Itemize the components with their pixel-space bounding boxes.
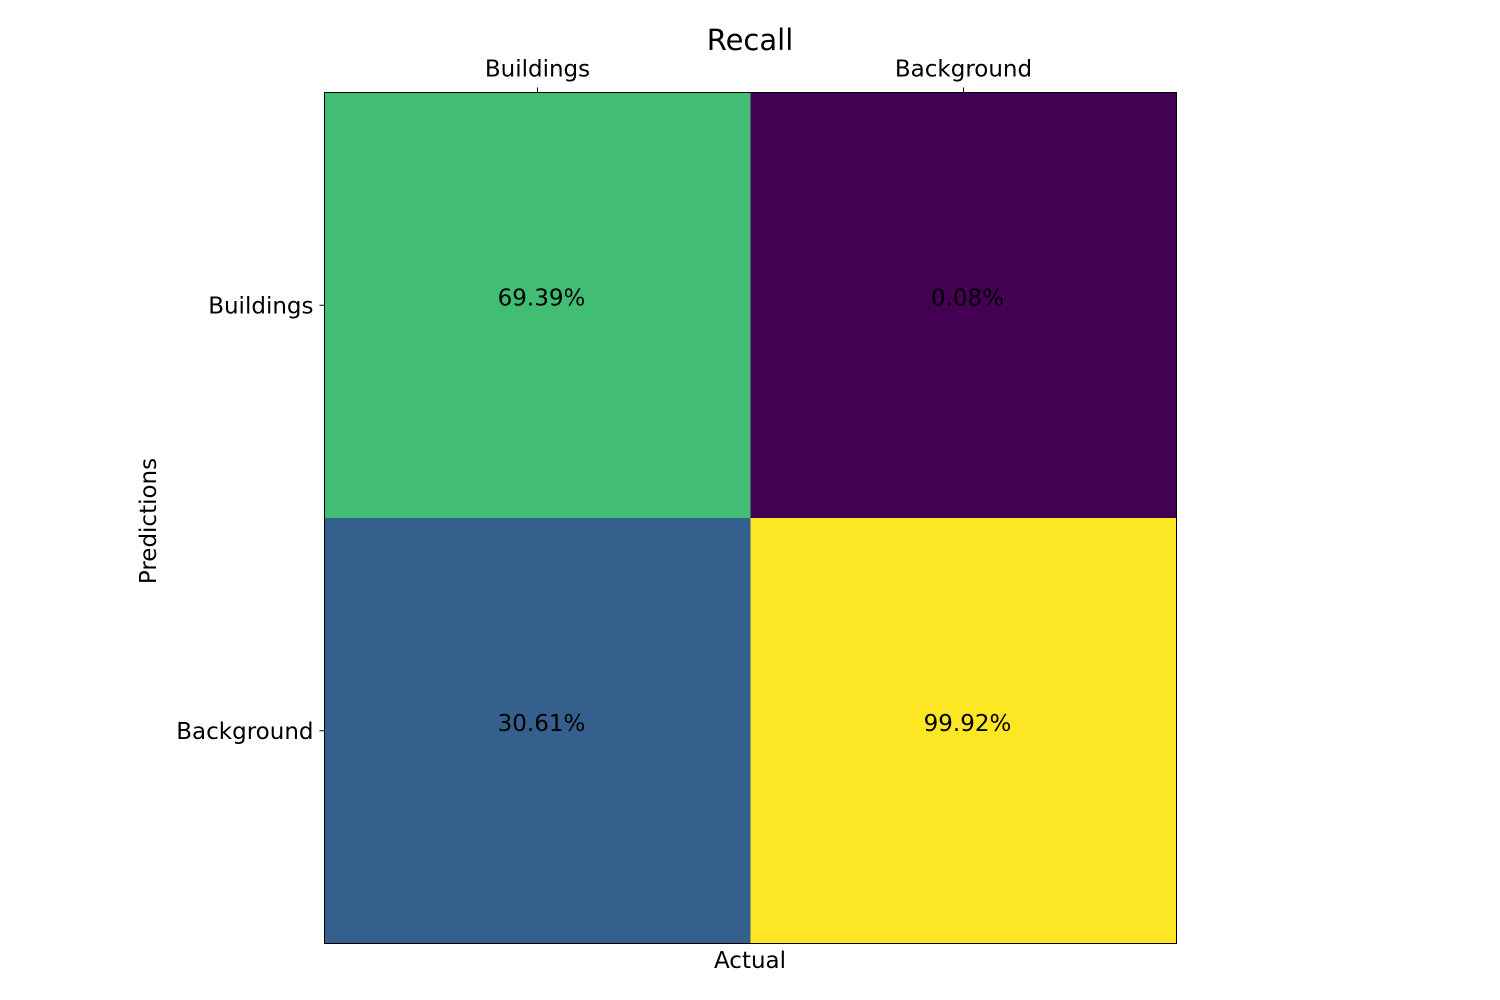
plot-frame (324, 92, 1177, 944)
heatmap-cell (750, 518, 1177, 944)
cell-value-label: 99.92% (924, 711, 1012, 737)
cell-value-label: 30.61% (498, 711, 586, 737)
y-axis-ticks: Buildings Background (176, 293, 325, 745)
y-tick-label: Background (176, 719, 313, 745)
x-axis-ticks: Buildings Background (485, 57, 1032, 93)
heatmap-cell (750, 92, 1177, 518)
heatmap-cell (324, 92, 751, 518)
x-tick-label: Buildings (485, 57, 590, 83)
cell-value-label: 0.08% (931, 286, 1004, 312)
y-tick-label: Buildings (208, 293, 313, 319)
heatmap-cells: 69.39% 0.08% 30.61% 99.92% (324, 92, 1177, 944)
x-tick-label: Background (895, 57, 1032, 83)
x-axis-label: Actual (714, 948, 786, 974)
chart-title: Recall (707, 23, 794, 57)
y-axis-label: Predictions (136, 458, 162, 584)
cell-value-label: 69.39% (498, 286, 586, 312)
heatmap-cell (324, 518, 751, 944)
